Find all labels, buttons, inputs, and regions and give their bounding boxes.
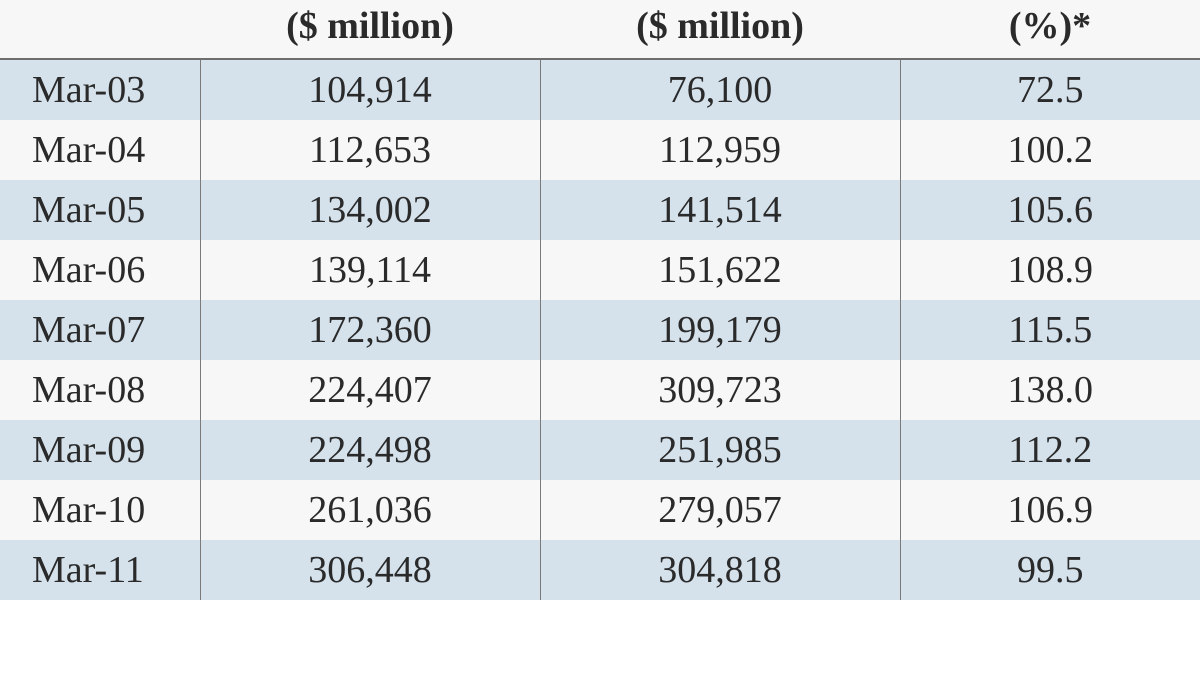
cell-val1: 139,114 bbox=[200, 240, 540, 300]
col-header-val2: ($ million) bbox=[540, 0, 900, 59]
cell-val2: 279,057 bbox=[540, 480, 900, 540]
cell-val2: 199,179 bbox=[540, 300, 900, 360]
cell-period: Mar-04 bbox=[0, 120, 200, 180]
cell-val1: 104,914 bbox=[200, 59, 540, 120]
cell-period: Mar-10 bbox=[0, 480, 200, 540]
cell-val1: 306,448 bbox=[200, 540, 540, 600]
table-body: Mar-03 104,914 76,100 72.5 Mar-04 112,65… bbox=[0, 59, 1200, 600]
cell-period: Mar-03 bbox=[0, 59, 200, 120]
table-row: Mar-07 172,360 199,179 115.5 bbox=[0, 300, 1200, 360]
cell-period: Mar-06 bbox=[0, 240, 200, 300]
cell-ratio: 99.5 bbox=[900, 540, 1200, 600]
cell-ratio: 115.5 bbox=[900, 300, 1200, 360]
col-header-ratio: (%)* bbox=[900, 0, 1200, 59]
table-row: Mar-10 261,036 279,057 106.9 bbox=[0, 480, 1200, 540]
table-row: Mar-05 134,002 141,514 105.6 bbox=[0, 180, 1200, 240]
data-table: ($ million) ($ million) (%)* Mar-03 104,… bbox=[0, 0, 1200, 600]
cell-val1: 112,653 bbox=[200, 120, 540, 180]
cell-ratio: 106.9 bbox=[900, 480, 1200, 540]
cell-val1: 172,360 bbox=[200, 300, 540, 360]
cell-val2: 112,959 bbox=[540, 120, 900, 180]
cell-ratio: 138.0 bbox=[900, 360, 1200, 420]
cell-val2: 251,985 bbox=[540, 420, 900, 480]
cell-period: Mar-07 bbox=[0, 300, 200, 360]
cell-ratio: 100.2 bbox=[900, 120, 1200, 180]
cell-val2: 151,622 bbox=[540, 240, 900, 300]
table-row: Mar-06 139,114 151,622 108.9 bbox=[0, 240, 1200, 300]
cell-val2: 304,818 bbox=[540, 540, 900, 600]
cell-period: Mar-09 bbox=[0, 420, 200, 480]
cell-val2: 309,723 bbox=[540, 360, 900, 420]
header-row: ($ million) ($ million) (%)* bbox=[0, 0, 1200, 59]
col-header-val1: ($ million) bbox=[200, 0, 540, 59]
cell-ratio: 72.5 bbox=[900, 59, 1200, 120]
table-row: Mar-03 104,914 76,100 72.5 bbox=[0, 59, 1200, 120]
col-header-period bbox=[0, 0, 200, 59]
cell-val2: 141,514 bbox=[540, 180, 900, 240]
cell-val1: 224,498 bbox=[200, 420, 540, 480]
cell-ratio: 105.6 bbox=[900, 180, 1200, 240]
cell-val1: 261,036 bbox=[200, 480, 540, 540]
cell-val1: 224,407 bbox=[200, 360, 540, 420]
cell-period: Mar-11 bbox=[0, 540, 200, 600]
cell-period: Mar-08 bbox=[0, 360, 200, 420]
table-row: Mar-11 306,448 304,818 99.5 bbox=[0, 540, 1200, 600]
cell-ratio: 108.9 bbox=[900, 240, 1200, 300]
cell-val1: 134,002 bbox=[200, 180, 540, 240]
cell-val2: 76,100 bbox=[540, 59, 900, 120]
table-row: Mar-08 224,407 309,723 138.0 bbox=[0, 360, 1200, 420]
cell-period: Mar-05 bbox=[0, 180, 200, 240]
table-row: Mar-04 112,653 112,959 100.2 bbox=[0, 120, 1200, 180]
cell-ratio: 112.2 bbox=[900, 420, 1200, 480]
table-row: Mar-09 224,498 251,985 112.2 bbox=[0, 420, 1200, 480]
